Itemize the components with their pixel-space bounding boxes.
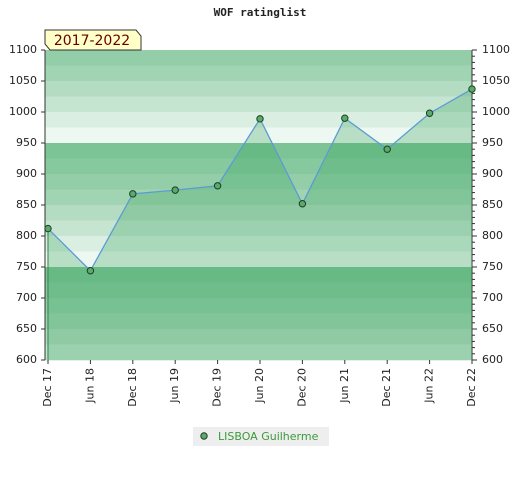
band [45,174,472,190]
y2-tick-label: 600 [482,353,503,366]
band [45,329,472,345]
y2-tick-label: 850 [482,198,503,211]
band [45,298,472,314]
x-tick-label: Dec 20 [295,368,308,407]
y-tick-label: 1000 [9,105,37,118]
x-tick-label: Dec 19 [211,368,224,407]
x-tick-label: Jun 18 [83,368,96,404]
annotation: 2017-2022 [54,33,130,49]
x-tick-label: Dec 22 [465,368,478,407]
y-tick-label: 1100 [9,43,37,56]
marker [86,267,95,275]
y2-tick-label: 1050 [482,74,510,87]
band [45,205,472,221]
legend-label: LISBOA Guilherme [218,430,319,443]
marker [256,115,264,123]
y2-tick-label: 900 [482,167,503,180]
y-tick-label: 950 [16,136,37,149]
band [45,313,472,330]
y2-tick-label: 750 [482,260,503,273]
marker [171,186,179,194]
x-tick-label: Jun 22 [423,368,436,404]
marker [383,145,391,153]
band [45,344,472,361]
annotation-box [44,29,142,51]
area [48,89,472,360]
marker [341,114,349,122]
y2-tick-label: 700 [482,291,503,304]
band [45,251,472,268]
y-tick-label: 900 [16,167,37,180]
x-tick-label: Dec 18 [126,368,139,407]
band [45,282,472,299]
background [45,50,472,361]
band [45,96,472,113]
y2-tick-label: 1100 [482,43,510,56]
legend-marker [200,432,208,440]
marker [425,109,434,117]
band [45,81,472,97]
marker [213,182,222,190]
y-tick-label: 700 [16,291,37,304]
band [45,220,472,237]
marker [468,85,476,93]
band [45,236,472,252]
marker [44,224,52,233]
band [45,189,472,206]
y2-tick-label: 800 [482,229,503,242]
y2-tick-label: 950 [482,136,503,149]
legend-box [193,427,329,446]
y-tick-label: 1050 [9,74,37,87]
band [45,267,472,283]
y-tick-label: 650 [16,322,37,335]
y2-tick-label: 650 [482,322,503,335]
y2-tick-label: 1000 [482,105,510,118]
x-tick-label: Jun 20 [253,368,266,404]
x-tick-label: Jun 21 [338,368,351,404]
x-tick-label: Jun 19 [168,368,181,404]
y-tick-label: 750 [16,260,37,273]
y-tick-label: 600 [16,353,37,366]
band [45,50,472,66]
band [45,65,472,82]
band [45,143,472,159]
band [45,127,472,144]
marker [298,200,307,208]
x-tick-label: Dec 21 [380,368,393,407]
chart-title: WOF ratinglist [214,6,307,19]
y-tick-label: 800 [16,229,37,242]
band [45,158,472,175]
y-tick-label: 850 [16,198,37,211]
x-tick-label: Dec 17 [41,368,54,407]
legend: LISBOA Guilherme [193,427,329,446]
marker [129,190,137,198]
